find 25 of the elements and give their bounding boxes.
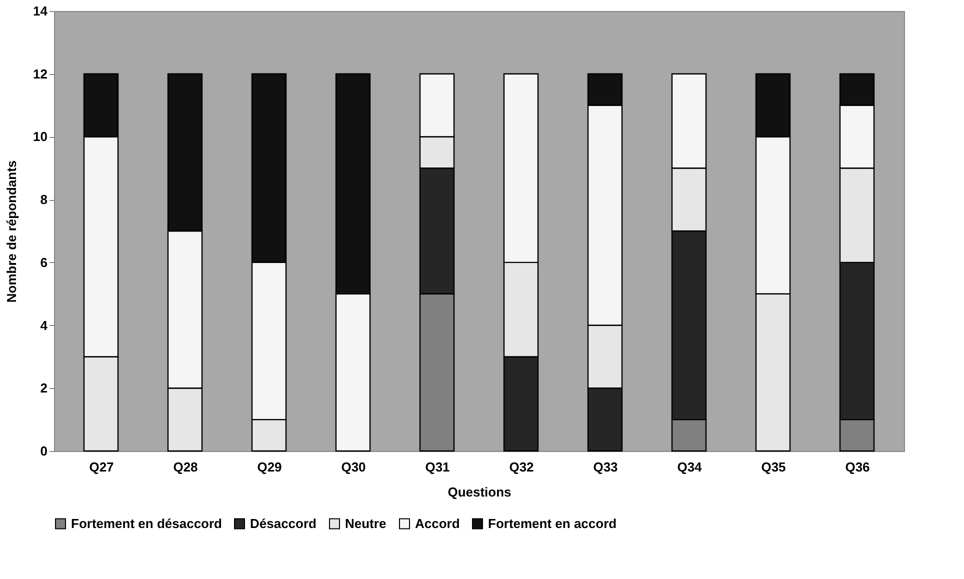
x-tick-label: Q36 <box>845 460 870 474</box>
x-tick-label: Q32 <box>509 460 534 474</box>
legend-label: Neutre <box>345 516 386 531</box>
x-tick-label: Q34 <box>677 460 703 474</box>
x-tick-label: Q31 <box>425 460 450 474</box>
x-tick-label: Q27 <box>89 460 114 474</box>
x-axis-title: Questions <box>448 484 512 500</box>
y-tick-label: 10 <box>33 129 48 144</box>
x-tick-label: Q30 <box>341 460 366 474</box>
y-axis-title: Nombre de répondants <box>4 160 20 303</box>
y-tick-label: 0 <box>40 444 48 458</box>
legend-label: Fortement en accord <box>488 516 617 531</box>
y-tick-label: 4 <box>40 318 48 333</box>
legend-label: Fortement en désaccord <box>71 516 222 531</box>
legend-label: Désaccord <box>250 516 317 531</box>
y-tick-label: 12 <box>33 66 48 82</box>
y-tick-label: 8 <box>40 192 48 208</box>
legend-label: Accord <box>415 516 460 531</box>
y-tick-label: 14 <box>33 4 48 18</box>
x-tick-label: Q35 <box>761 460 786 474</box>
y-tick-label: 6 <box>40 254 48 270</box>
x-tick-label: Q33 <box>593 460 618 474</box>
x-tick-label: Q29 <box>257 460 282 474</box>
y-tick-label: 2 <box>40 380 48 396</box>
x-tick-label: Q28 <box>173 460 198 474</box>
